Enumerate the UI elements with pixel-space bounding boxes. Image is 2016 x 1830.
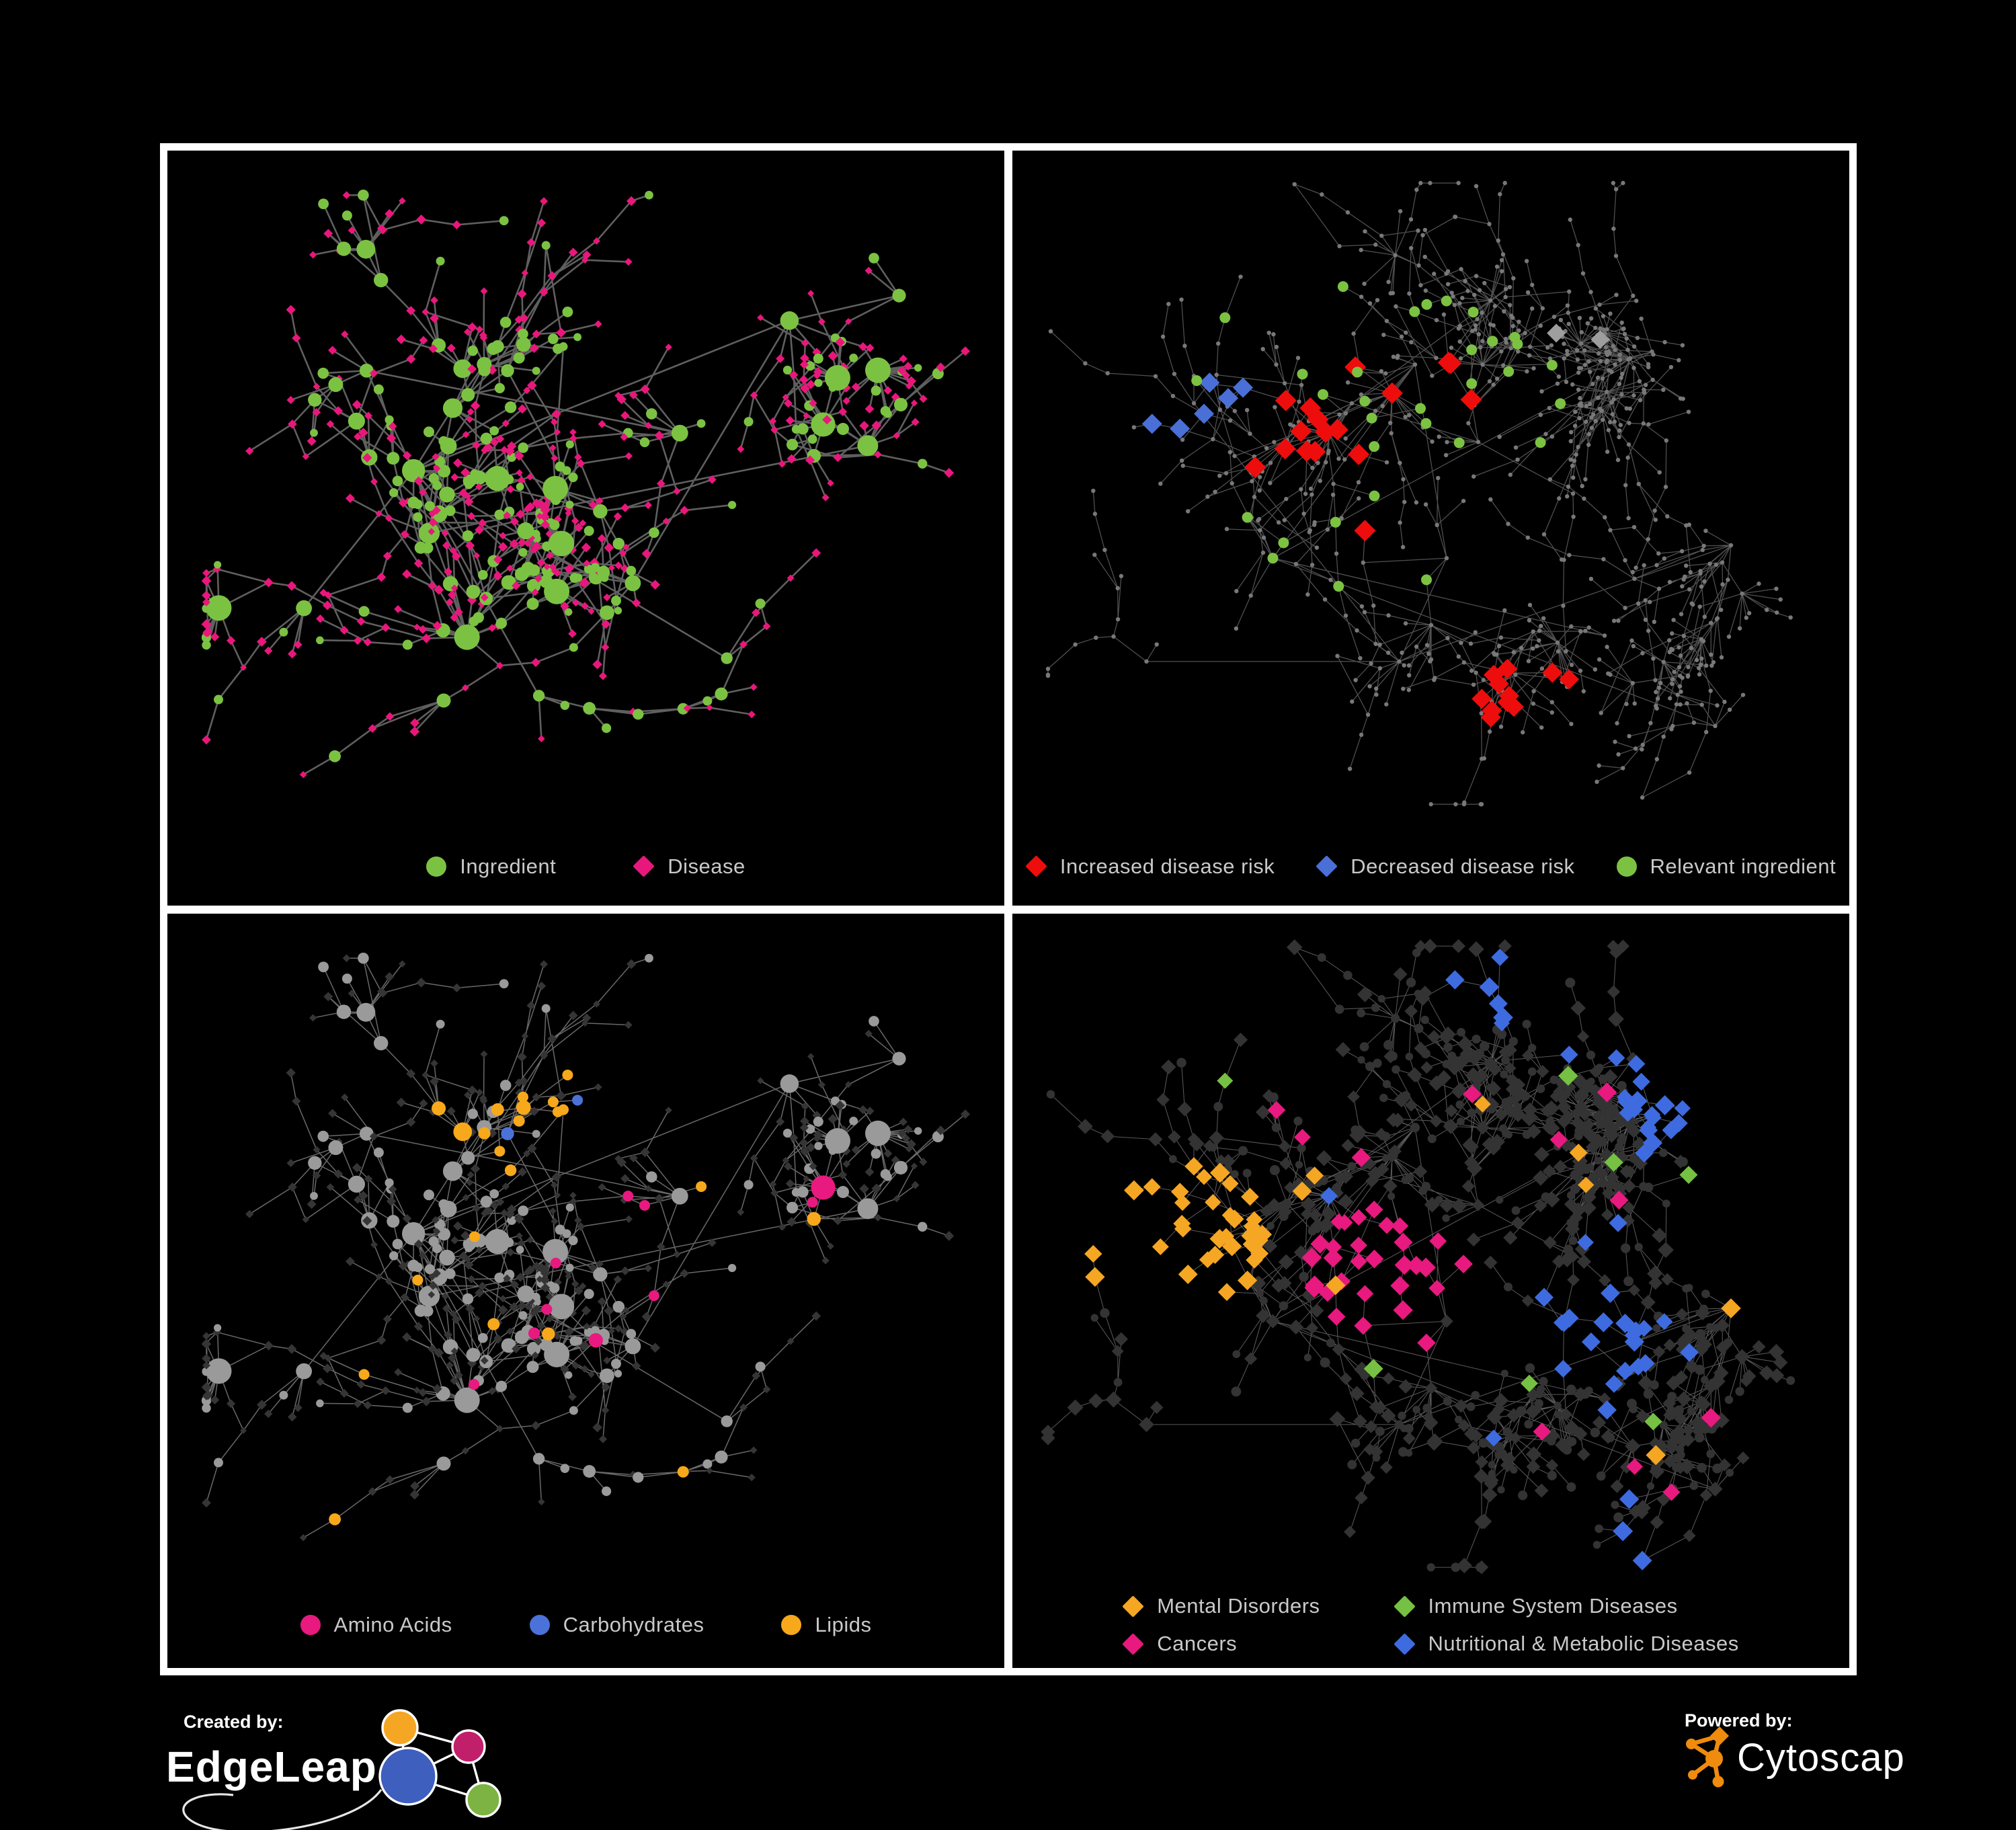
panel-disease-risk: Increased disease risk Decreased disease… <box>1012 151 1849 906</box>
legend-item-ingredient: Ingredient <box>426 854 556 879</box>
legend-disease-classes: Mental Disorders Immune System Diseases … <box>1122 1594 1739 1656</box>
ingredient-disease-graph <box>201 189 970 779</box>
edgeleap-swoosh <box>182 1789 382 1830</box>
cancers-marker-icon <box>1122 1632 1144 1655</box>
mental-disorders-marker-icon <box>1122 1595 1144 1618</box>
legend-item-carbohydrates: Carbohydrates <box>529 1613 704 1637</box>
metabolic-diseases-marker-icon <box>1393 1632 1416 1655</box>
figure-frame: Ingredient Disease Increased disease ris… <box>160 143 1857 1675</box>
legend-label-ingredient: Ingredient <box>460 854 557 878</box>
legend-label-decreased-risk: Decreased disease risk <box>1350 854 1575 878</box>
disease-risk-graph <box>1045 181 1793 807</box>
amino-acids-marker-icon <box>300 1615 321 1635</box>
cytoscape-logo: Powered by: Cytoscape <box>1685 1710 1904 1788</box>
legend-item-increased-risk: Increased disease risk <box>1025 854 1275 879</box>
legend-item-decreased-risk: Decreased disease risk <box>1316 854 1574 879</box>
created-by-label: Created by: <box>184 1712 284 1732</box>
carbohydrates-marker-icon <box>529 1615 550 1635</box>
legend-label-increased-risk: Increased disease risk <box>1059 854 1275 878</box>
legend-item-mental-disorders: Mental Disorders <box>1122 1594 1320 1618</box>
legend-label-cancers: Cancers <box>1157 1632 1238 1655</box>
legend-item-amino-acids: Amino Acids <box>300 1613 452 1637</box>
edgeleap-node-blue <box>378 1747 438 1806</box>
legend-label-amino-acids: Amino Acids <box>333 1613 452 1636</box>
legend-label-carbohydrates: Carbohydrates <box>563 1613 704 1636</box>
legend-label-immune-diseases: Immune System Diseases <box>1428 1594 1678 1618</box>
cytoscape-wordmark: Cytoscape <box>1737 1736 1904 1780</box>
powered-by-label: Powered by: <box>1685 1710 1793 1730</box>
legend-item-disease: Disease <box>633 854 745 879</box>
panel-nutrient-classes: Amino Acids Carbohydrates Lipids <box>167 913 1004 1668</box>
disease-marker-icon <box>633 855 655 877</box>
cytoscape-icon <box>1686 1726 1729 1788</box>
edgeleap-graph-icon <box>378 1709 501 1818</box>
legend-label-mental-disorders: Mental Disorders <box>1157 1594 1320 1618</box>
legend-items: Ingredient Disease <box>426 854 745 879</box>
edgeleap-node-magenta <box>451 1729 486 1764</box>
disease-class-graph <box>1041 938 1796 1575</box>
legend-nutrient-classes: Amino Acids Carbohydrates Lipids <box>167 1613 1004 1637</box>
increased-risk-marker-icon <box>1025 855 1047 877</box>
legend-disease-risk: Increased disease risk Decreased disease… <box>1012 854 1849 879</box>
lipids-marker-icon <box>781 1615 802 1635</box>
legend-label-disease: Disease <box>668 854 745 878</box>
legend-item-relevant-ingredient: Relevant ingredient <box>1616 854 1837 879</box>
relevant-ingredient-marker-icon <box>1616 856 1637 877</box>
legend-label-relevant-ingredient: Relevant ingredient <box>1650 854 1837 878</box>
edgeleap-node-orange <box>381 1709 419 1747</box>
legend-item-immune-diseases: Immune System Diseases <box>1393 1594 1739 1618</box>
legend-label-lipids: Lipids <box>815 1613 872 1636</box>
edgeleap-logo: Created by: EdgeLeap <box>166 1709 501 1830</box>
nutrient-class-graph <box>201 952 970 1542</box>
legend-ingredient-disease: Ingredient Disease <box>167 854 1004 879</box>
panel-disease-classes: Mental Disorders Immune System Diseases … <box>1012 913 1849 1668</box>
legend-item-metabolic-diseases: Nutritional & Metabolic Diseases <box>1393 1632 1739 1656</box>
legend-label-metabolic-diseases: Nutritional & Metabolic Diseases <box>1428 1632 1739 1655</box>
legend-item-cancers: Cancers <box>1122 1632 1320 1656</box>
immune-diseases-marker-icon <box>1393 1595 1416 1618</box>
edgeleap-wordmark: EdgeLeap <box>166 1743 377 1791</box>
decreased-risk-marker-icon <box>1316 855 1338 877</box>
panel-ingredient-disease: Ingredient Disease <box>167 151 1004 906</box>
ingredient-marker-icon <box>426 856 447 877</box>
legend-item-lipids: Lipids <box>781 1613 871 1637</box>
edgeleap-node-green <box>465 1782 501 1818</box>
